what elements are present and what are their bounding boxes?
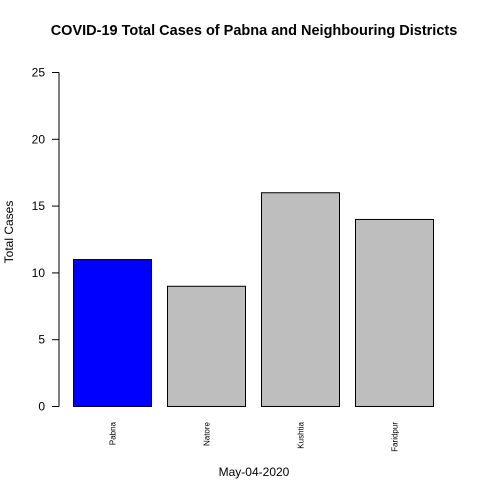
category-labels: Pabna Natore Kushtia Faridpur <box>109 421 400 451</box>
bar-kushtia <box>262 193 340 407</box>
x-tick-label: Faridpur <box>391 422 400 452</box>
y-tick-label: 10 <box>32 266 46 280</box>
y-axis: 0 5 10 15 20 25 <box>32 66 59 414</box>
bar-natore <box>168 286 246 406</box>
x-axis-label: May-04-2020 <box>219 465 290 479</box>
y-tick-label: 25 <box>32 66 46 80</box>
y-tick-label: 15 <box>32 199 46 213</box>
x-tick-label: Natore <box>203 421 212 446</box>
bar-pabna <box>74 260 152 407</box>
bar-faridpur <box>356 219 434 406</box>
y-axis-label: Total Cases <box>2 201 16 264</box>
x-tick-label: Kushtia <box>297 421 306 448</box>
x-tick-label: Pabna <box>109 421 118 445</box>
y-tick-label: 5 <box>38 333 45 347</box>
bars-group <box>74 193 434 407</box>
y-tick-label: 0 <box>38 400 45 414</box>
y-tick-label: 20 <box>32 132 46 146</box>
chart-title: COVID-19 Total Cases of Pabna and Neighb… <box>51 23 458 39</box>
